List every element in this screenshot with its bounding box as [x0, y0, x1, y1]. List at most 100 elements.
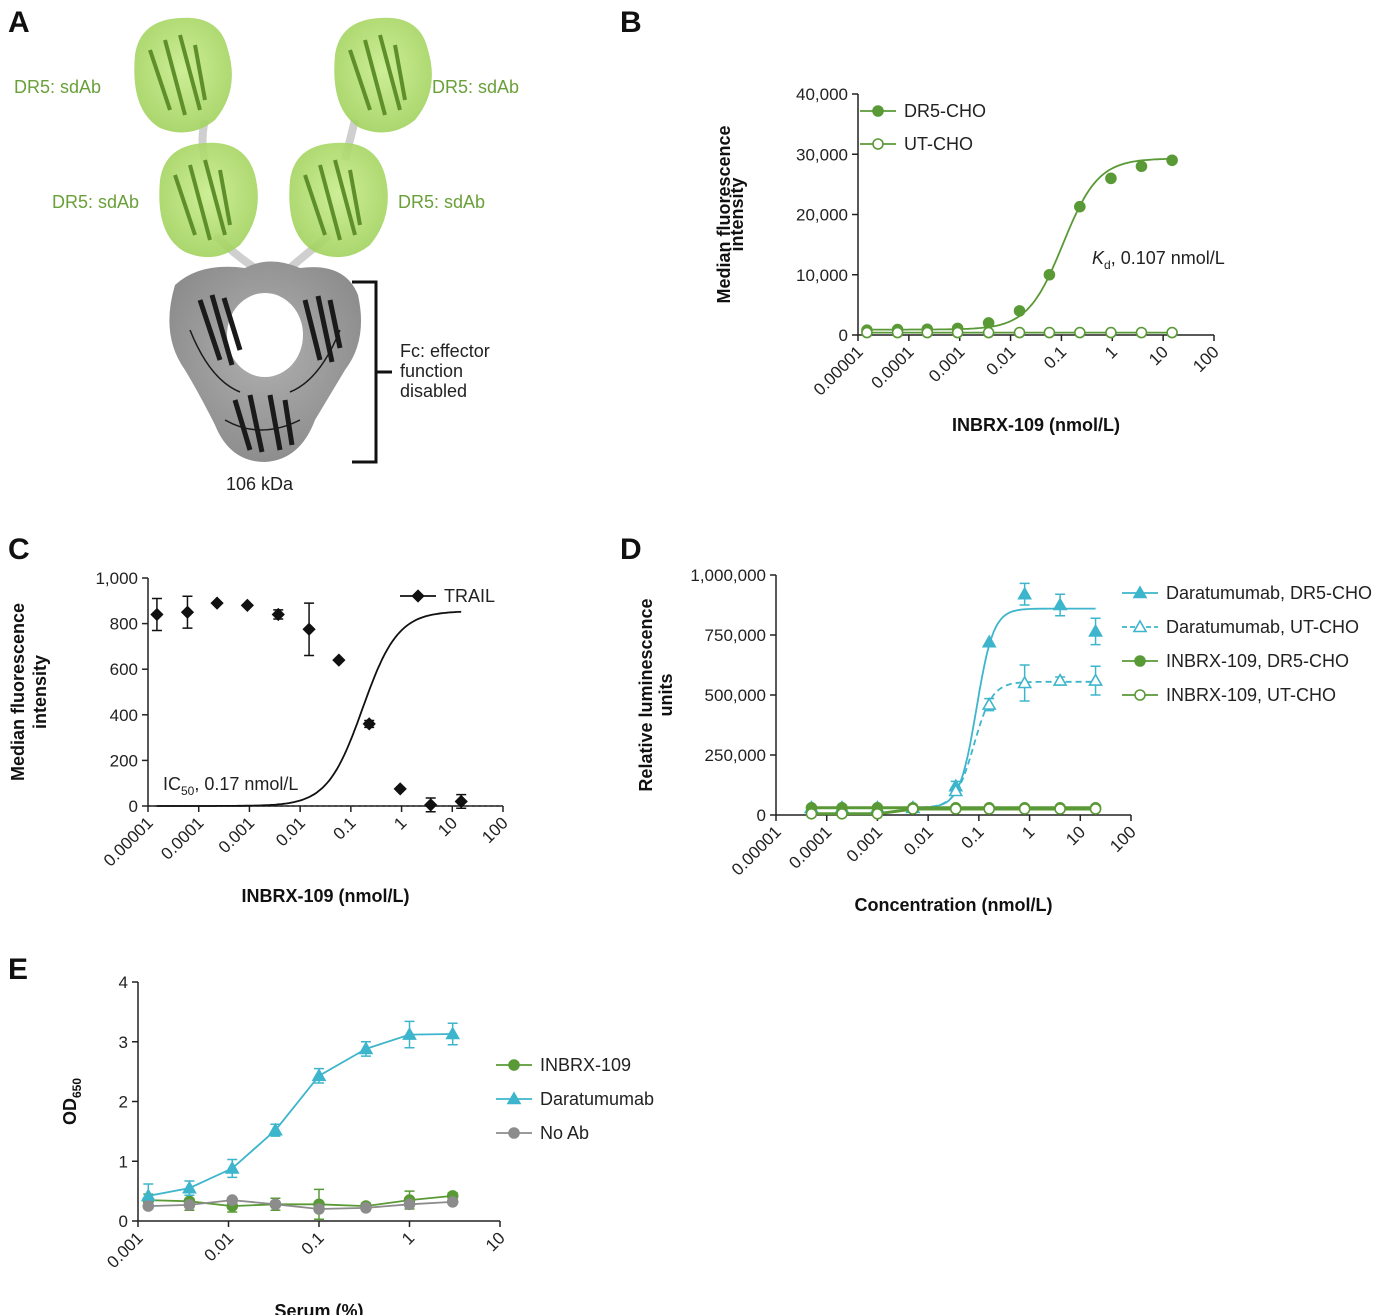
- fc-label: disabled: [400, 381, 467, 401]
- panel-label: E: [8, 953, 28, 986]
- legend-entry: Daratumumab, UT-CHO: [1122, 617, 1359, 637]
- data-point: [1052, 672, 1068, 686]
- legend-entry: DR5-CHO: [860, 101, 986, 121]
- legend-label: INBRX-109: [540, 1055, 631, 1075]
- x-tick-label: 0.00001: [728, 822, 785, 879]
- legend-label: No Ab: [540, 1123, 589, 1143]
- data-point: [268, 1122, 283, 1136]
- legend-marker: [508, 1127, 520, 1139]
- legend-label: DR5-CHO: [904, 101, 986, 121]
- y-tick-label: 0: [119, 1212, 128, 1231]
- sdab-domain: [159, 142, 258, 258]
- x-tick-label: 100: [1189, 342, 1222, 375]
- legend-marker: [1134, 655, 1146, 667]
- data-point: [360, 1202, 372, 1214]
- data-point: [1135, 160, 1148, 173]
- data-point: [1088, 623, 1103, 637]
- data-point: [1089, 803, 1102, 815]
- legend-label: TRAIL: [444, 586, 495, 606]
- data-point: [871, 807, 884, 820]
- x-tick-label: 10: [1062, 822, 1089, 849]
- data-point: [907, 803, 919, 815]
- data-point: [1074, 326, 1086, 339]
- legend-entry: No Ab: [496, 1123, 589, 1143]
- legend-entry: Daratumumab, DR5-CHO: [1122, 583, 1372, 603]
- annotation-rest: , 0.17 nmol/L: [194, 774, 298, 794]
- legend-label: Daratumumab: [540, 1089, 654, 1109]
- data-point: [981, 634, 997, 648]
- x-tick-label: 10: [482, 1228, 509, 1255]
- legend-marker: [506, 1091, 522, 1105]
- series-line: [867, 157, 1173, 331]
- domain-label: DR5: sdAb: [432, 77, 519, 97]
- series-2: [142, 1194, 459, 1215]
- x-tick-label: 0.01: [900, 822, 937, 859]
- data-point: [403, 1198, 416, 1211]
- legend-label: Daratumumab, UT-CHO: [1166, 617, 1359, 637]
- data-point: [861, 326, 873, 339]
- panel-label: C: [8, 533, 30, 566]
- series-1: [140, 1020, 461, 1209]
- x-tick-label: 1: [390, 813, 410, 833]
- x-tick-label: 10: [434, 813, 461, 840]
- data-point: [224, 1160, 240, 1174]
- panel-label: B: [620, 6, 642, 39]
- domain-label: DR5: sdAb: [14, 77, 101, 97]
- data-point: [180, 605, 195, 619]
- legend-entry: INBRX-109: [496, 1055, 631, 1075]
- x-tick-label: 100: [478, 813, 511, 846]
- data-point: [982, 326, 995, 339]
- y-axis-label-main: OD: [60, 1098, 80, 1125]
- data-point: [1054, 803, 1066, 815]
- annotation: Kd, 0.107 nmol/L: [1092, 248, 1225, 272]
- x-tick-label: 1: [398, 1228, 418, 1248]
- y-tick-label: 2: [119, 1093, 128, 1112]
- data-point: [836, 807, 848, 820]
- sdab-domain: [289, 142, 388, 258]
- x-tick-label: 0.001: [103, 1228, 147, 1272]
- series-1: [804, 664, 1103, 814]
- domain-label: DR5: sdAb: [52, 192, 139, 212]
- x-axis-label: Serum (%): [274, 1301, 363, 1315]
- data-point: [402, 1026, 417, 1040]
- series-line: [811, 607, 1096, 809]
- series-line: [148, 1195, 453, 1208]
- data-point: [948, 783, 964, 797]
- legend-marker: [1134, 689, 1146, 701]
- legend-label: INBRX-109, DR5-CHO: [1166, 651, 1349, 671]
- data-point: [1013, 326, 1026, 339]
- x-tick-label: 0.0001: [867, 342, 917, 392]
- data-point: [142, 1200, 155, 1212]
- data-point: [1052, 597, 1068, 611]
- data-point: [1017, 586, 1033, 600]
- y-axis-label: Median fluorescence: [8, 603, 28, 781]
- y-axis-label: units: [656, 674, 676, 717]
- data-point: [358, 1041, 374, 1055]
- data-point: [446, 1196, 459, 1208]
- data-point: [1043, 268, 1056, 281]
- annotation-main: K: [1092, 248, 1105, 268]
- data-point: [891, 326, 904, 339]
- x-tick-label: 0.001: [215, 813, 259, 857]
- legend-marker: [872, 105, 884, 117]
- x-tick-label: 10: [1145, 342, 1172, 369]
- legend-entry: TRAIL: [400, 586, 495, 606]
- x-tick-label: 0.01: [983, 342, 1020, 379]
- legend-entry: Daratumumab: [496, 1089, 654, 1109]
- series-0: [861, 154, 1178, 336]
- y-tick-label: 3: [119, 1033, 128, 1052]
- y-tick-label: 400: [110, 706, 138, 725]
- data-point: [183, 1199, 196, 1211]
- data-point: [1105, 172, 1117, 185]
- x-axis-label: INBRX-109 (nmol/L): [241, 886, 409, 906]
- data-point: [150, 607, 164, 622]
- x-tick-label: 0.1: [298, 1228, 328, 1258]
- data-point: [210, 596, 224, 610]
- legend-marker: [872, 138, 884, 150]
- series-0: [804, 582, 1103, 814]
- annotation-rest: , 0.107 nmol/L: [1111, 248, 1225, 268]
- series-3: [805, 803, 1102, 820]
- x-tick-label: 0.001: [925, 342, 969, 386]
